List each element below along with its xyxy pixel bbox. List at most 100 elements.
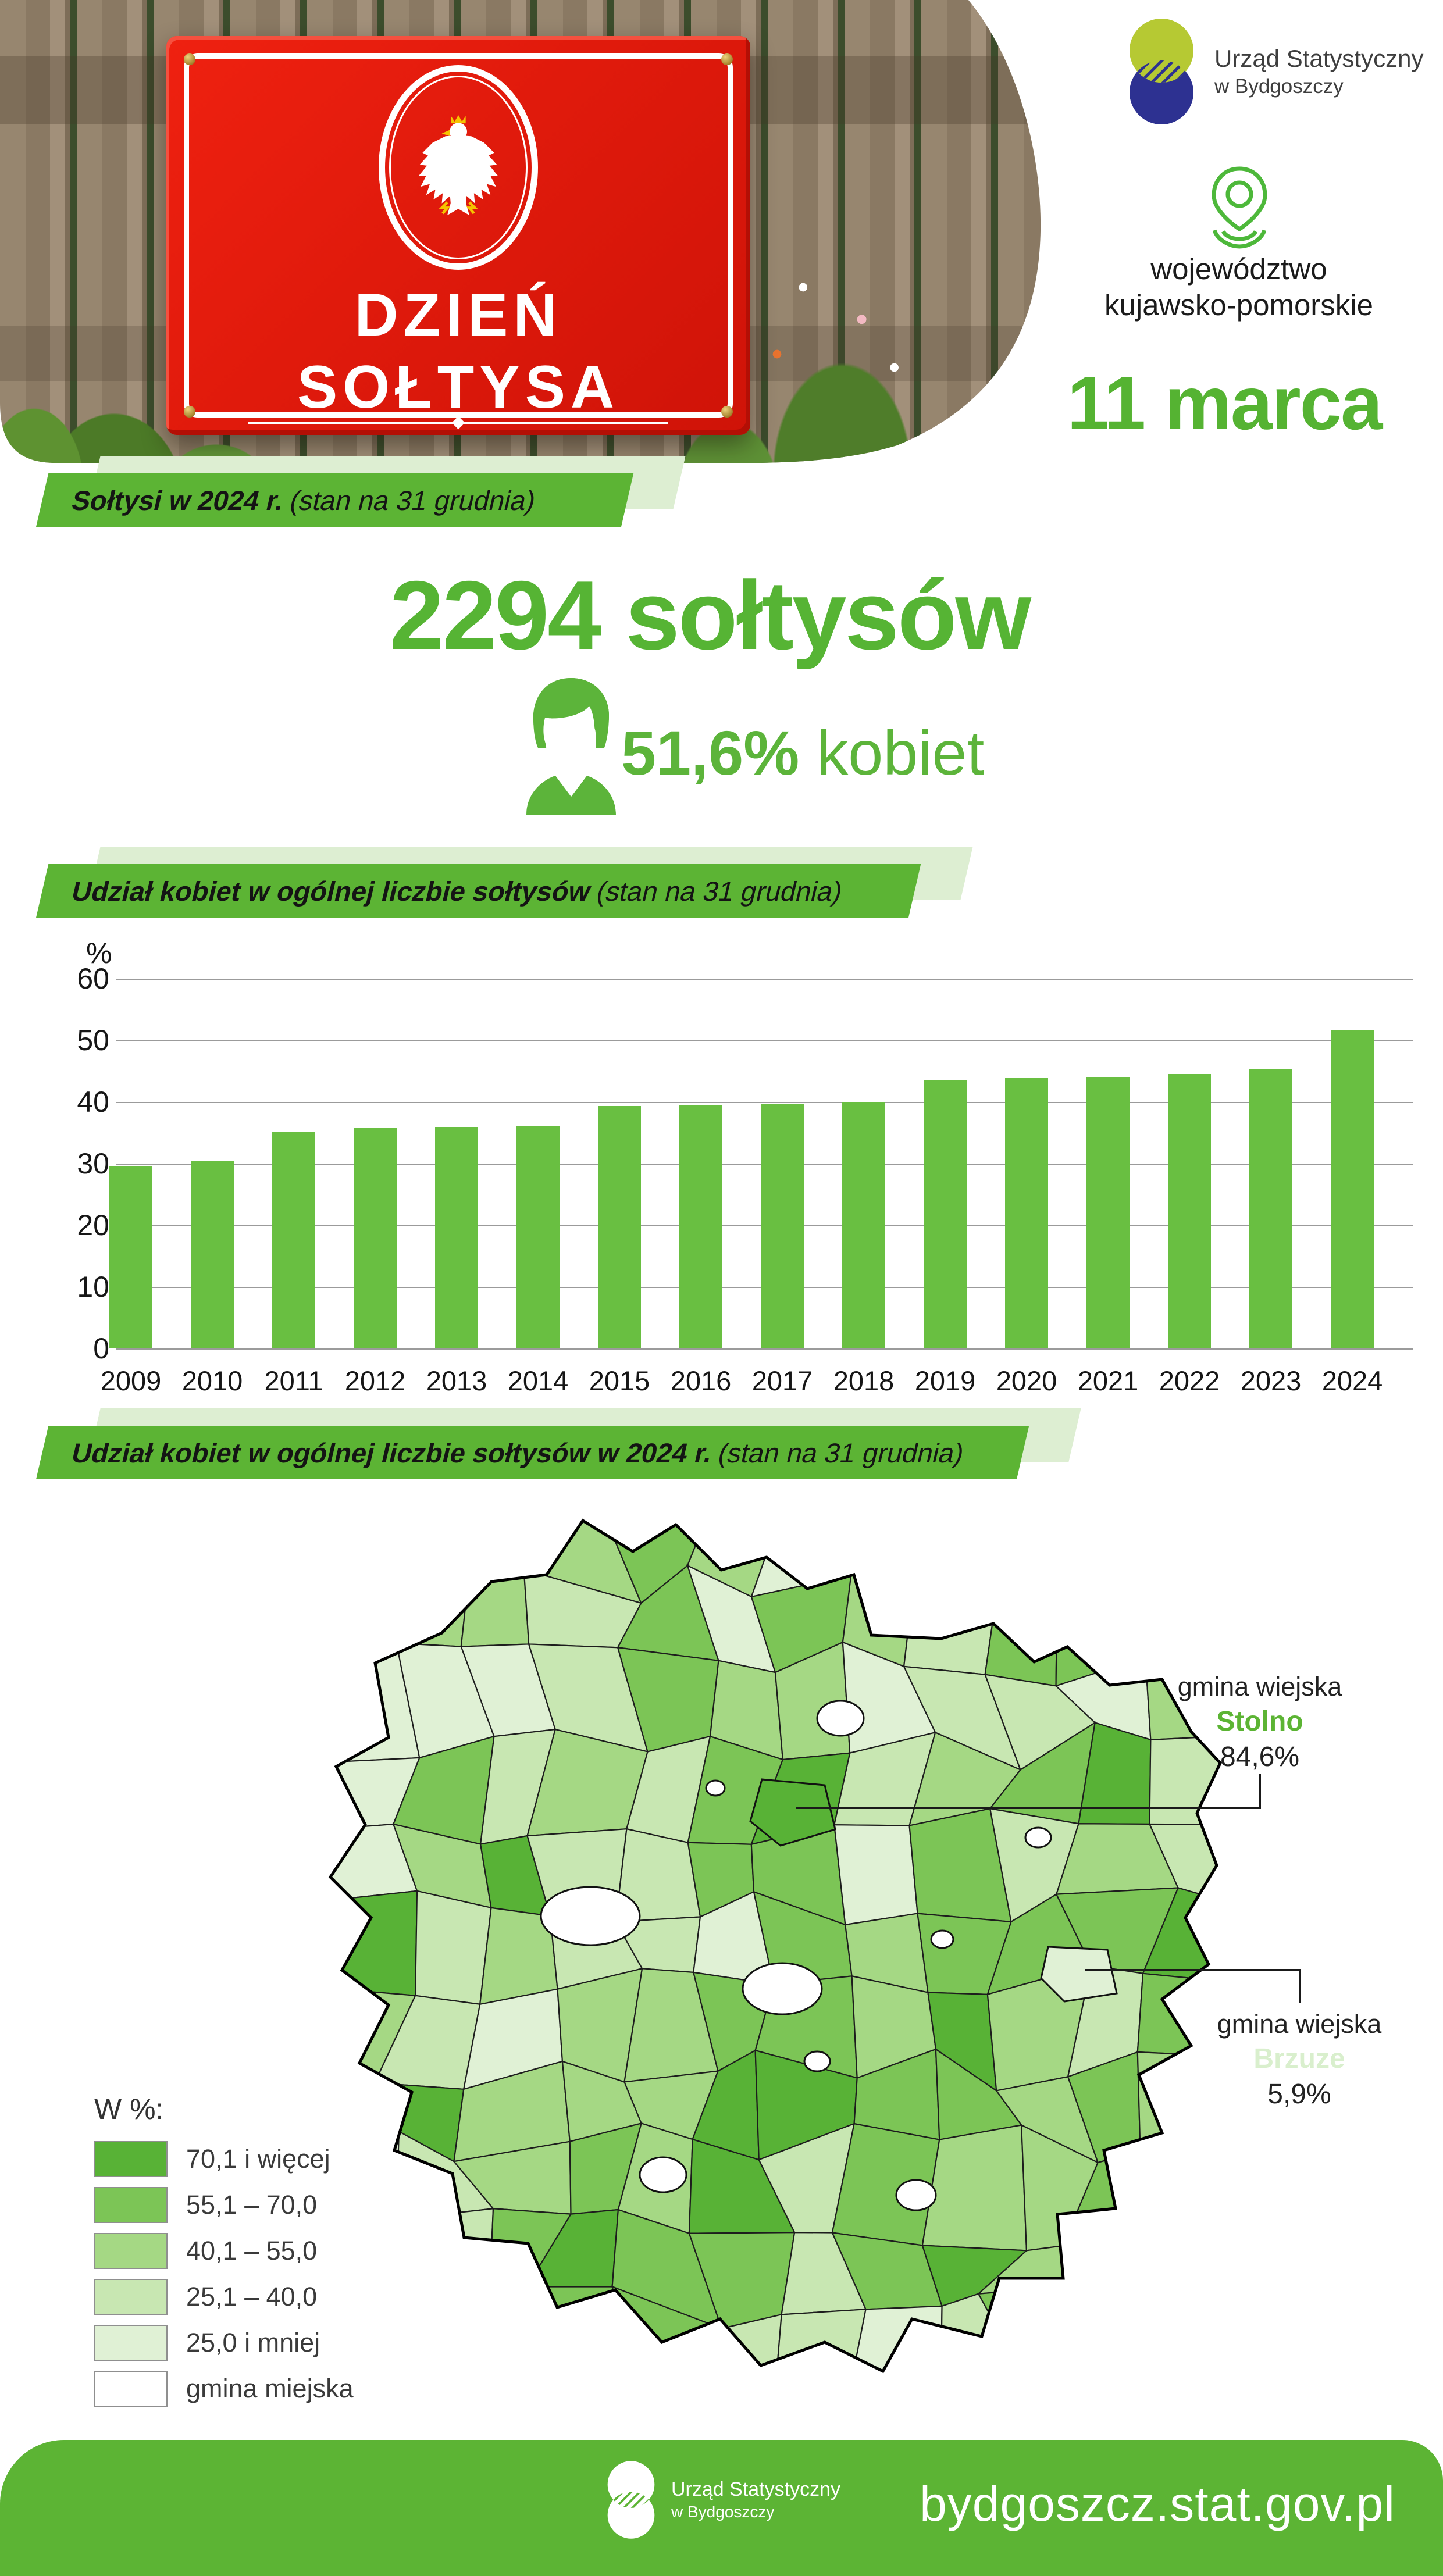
x-tick-label: 2022 — [1159, 1365, 1220, 1396]
bar-2009 — [109, 1166, 152, 1348]
gmina-cell — [977, 2283, 1099, 2371]
bar-chart: % 0 10 20 30 40 50 60 2009 2010 2011 2012 2013 2014 20… — [76, 926, 1419, 1403]
bar-2021 — [1086, 1076, 1130, 1348]
office-logo: Urząd Statystyczny w Bydgoszczy — [1118, 17, 1423, 126]
gmina-cell — [526, 2286, 642, 2371]
gmina-cell — [940, 2293, 1020, 2371]
annotation-value: 84,6% — [1220, 1742, 1300, 1773]
gmina-cell — [1139, 2124, 1220, 2244]
bar-2023 — [1249, 1069, 1292, 1348]
stolno-connector-v — [1259, 1774, 1261, 1809]
badge-normal-text: (stan na 31 grudnia) — [287, 484, 539, 516]
screw-icon — [721, 53, 733, 65]
office-logo-line2: w Bydgoszczy — [1214, 75, 1344, 98]
eagle-emblem — [379, 65, 538, 270]
brzuze-connector-v — [1299, 1969, 1301, 2003]
x-tick-label: 2020 — [996, 1365, 1057, 1396]
gmina-cell — [380, 1569, 471, 1647]
footer-url[interactable]: bydgoszcz.stat.gov.pl — [920, 2477, 1395, 2531]
gmina-cell — [849, 2305, 943, 2371]
annotation-type: gmina wiejska — [1177, 1672, 1342, 1701]
gmina-cell — [465, 1521, 564, 1571]
legend-swatch — [94, 2279, 168, 2315]
women-share-value: 51,6% — [621, 718, 800, 788]
gmina-cell — [773, 2309, 867, 2371]
bar-2012 — [354, 1128, 397, 1348]
badge-bold-text: Udział kobiet w ogólnej liczbie sołtysów… — [69, 1437, 716, 1468]
gmina-stolno — [749, 1778, 836, 1847]
bar-2010 — [191, 1161, 234, 1348]
gmina-cell — [330, 1521, 413, 1600]
y-tick-label: 0 — [93, 1332, 109, 1365]
bar-2019 — [924, 1079, 967, 1348]
x-tick-label: 2014 — [507, 1365, 569, 1396]
legend-swatch — [94, 2371, 168, 2407]
gmina-miejska-area — [705, 1779, 726, 1797]
gmina-cell — [1080, 2282, 1138, 2371]
screw-icon — [721, 406, 733, 418]
sign-title-line1: DZIEŃ — [354, 281, 562, 349]
gmina-miejska-area — [742, 1962, 823, 2015]
legend-item: 55,1 – 70,0 — [94, 2187, 354, 2223]
gmina-cell — [833, 1824, 918, 1926]
x-tick-label: 2012 — [344, 1365, 406, 1396]
gmina-cell — [1136, 2239, 1220, 2315]
dzien-soltysa-sign: DZIEŃ SOŁTYSA — [166, 36, 750, 435]
y-tick-label: 20 — [77, 1209, 109, 1241]
annotation-type: gmina wiejska — [1217, 2009, 1382, 2039]
legend-label: 40,1 – 55,0 — [186, 2236, 318, 2265]
voivodeship-outline — [328, 1518, 1222, 2374]
bar-2011 — [272, 1131, 315, 1348]
women-share: 51,6% kobiet — [621, 716, 984, 789]
gmina-cell — [1143, 1521, 1220, 1597]
section-badge-soltysi: Sołtysi w 2024 r. (stan na 31 grudnia) — [36, 456, 686, 527]
legend-label: 55,1 – 70,0 — [186, 2190, 318, 2220]
bar-2016 — [679, 1105, 722, 1348]
region-name: województwo kujawsko-pomorskie — [1076, 251, 1402, 323]
gmina-cell — [378, 2296, 490, 2371]
legend-label: 25,1 – 40,0 — [186, 2282, 318, 2311]
bar-2017 — [761, 1104, 804, 1348]
annotation-name: Brzuze — [1253, 2043, 1345, 2074]
sign-divider — [248, 422, 669, 424]
y-tick-label: 10 — [77, 1271, 109, 1303]
legend-item: 25,0 i mniej — [94, 2325, 354, 2361]
annotation-value: 5,9% — [1267, 2079, 1331, 2110]
gmina-cell — [1061, 2239, 1176, 2315]
annotation-brzuze: gmina wiejska Brzuze 5,9% — [1171, 2007, 1427, 2112]
office-logo-line1: Urząd Statystyczny — [1214, 45, 1424, 72]
gmina-miejska-area — [895, 2179, 937, 2211]
map-legend: W %: 70,1 i więcej 55,1 – 70,0 40,1 – 55… — [94, 2092, 354, 2417]
gridline — [116, 1040, 1413, 1041]
eagle-icon — [412, 110, 504, 224]
x-tick-label: 2011 — [264, 1365, 323, 1396]
legend-swatch — [94, 2187, 168, 2223]
x-tick-label: 2016 — [670, 1365, 732, 1396]
bar-2014 — [516, 1126, 560, 1348]
gridline — [116, 1102, 1413, 1103]
gmina-cell — [998, 1521, 1094, 1578]
screw-icon — [184, 53, 195, 65]
gridline — [116, 1348, 1413, 1350]
x-tick-label: 2015 — [589, 1365, 650, 1396]
y-tick-label: 40 — [77, 1086, 109, 1118]
x-tick-label: 2017 — [751, 1365, 813, 1396]
legend-swatch — [94, 2325, 168, 2361]
brzuze-connector-h — [1085, 1969, 1301, 1971]
legend-label: gmina miejska — [186, 2374, 354, 2403]
y-tick-label: 50 — [77, 1024, 109, 1057]
choropleth-map — [328, 1518, 1222, 2374]
gmina-cell — [850, 1521, 917, 1576]
x-tick-label: 2013 — [426, 1365, 487, 1396]
gmina-cell — [1056, 1521, 1160, 1579]
footer-logo: Urząd Statystyczny w Bydgoszczy — [599, 2456, 840, 2543]
region-line2: kujawsko-pomorskie — [1104, 288, 1373, 322]
legend-item: 70,1 i więcej — [94, 2141, 354, 2177]
legend-label: 25,0 i mniej — [186, 2328, 320, 2357]
annotation-name: Stolno — [1216, 1706, 1303, 1737]
gmina-cell — [380, 1521, 471, 1600]
gmina-cell — [415, 1890, 492, 2006]
footer-logo-line1: Urząd Statystyczny — [671, 2478, 840, 2500]
office-logo-icon — [1130, 19, 1193, 124]
gmina-miejska-area — [639, 2156, 687, 2193]
